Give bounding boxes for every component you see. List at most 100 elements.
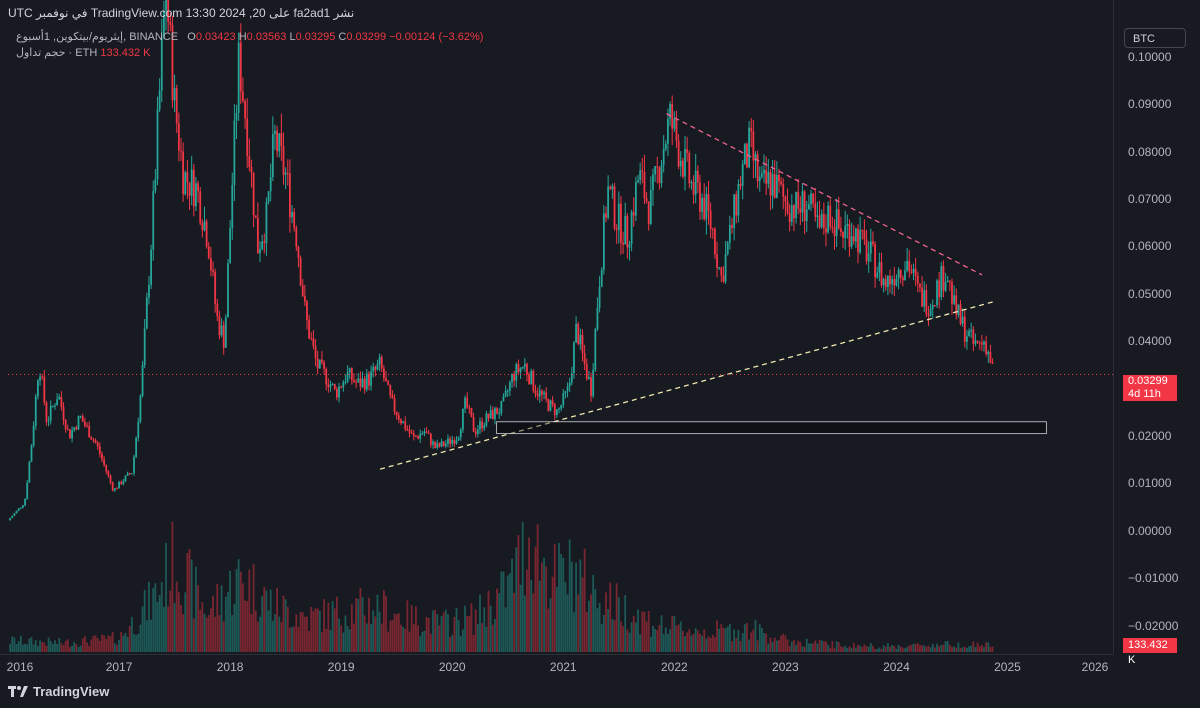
volume-bar — [402, 626, 405, 652]
volume-bar — [9, 643, 12, 652]
volume-bar — [348, 629, 351, 652]
candle-body — [9, 518, 12, 521]
candle-body — [79, 416, 82, 418]
candle-body — [626, 215, 629, 248]
candle-body — [720, 267, 723, 276]
volume-bar — [953, 646, 956, 652]
candle-body — [694, 170, 697, 195]
price-axis[interactable] — [1113, 0, 1114, 654]
volume-bar — [96, 637, 99, 652]
volume-bar — [306, 616, 308, 652]
candle-body — [793, 205, 795, 219]
volume-bar — [581, 577, 584, 652]
volume-bar — [872, 646, 874, 652]
candle-body — [810, 193, 812, 205]
volume-bar — [649, 636, 652, 652]
candle-body — [355, 381, 358, 383]
volume-bar — [321, 632, 323, 652]
volume-bar — [451, 635, 454, 652]
volume-bar — [278, 616, 281, 652]
candle-body — [746, 144, 748, 168]
candle-body — [615, 228, 618, 230]
candle-body — [976, 340, 979, 343]
volume-bar — [741, 633, 744, 652]
tradingview-logo[interactable]: TradingView — [8, 684, 109, 699]
volume-bar — [588, 600, 590, 652]
volume-bar — [303, 616, 306, 652]
candle-body — [209, 257, 212, 271]
candle-body — [98, 446, 101, 454]
volume-bar — [197, 585, 199, 652]
volume-bar — [906, 647, 909, 652]
candle-body — [459, 429, 462, 438]
volume-bar — [274, 614, 276, 652]
volume-bar — [948, 644, 951, 652]
candle-body — [412, 433, 415, 437]
time-tick-label: 2020 — [438, 660, 466, 674]
candle-body — [600, 269, 603, 287]
volume-bar — [11, 636, 14, 652]
volume-bar — [248, 569, 251, 652]
volume-bar — [412, 624, 415, 652]
candle-body — [427, 432, 430, 434]
candle-body — [897, 269, 900, 279]
volume-bar — [432, 610, 434, 652]
candle-body — [607, 186, 610, 218]
volume-bar — [459, 635, 462, 652]
symbol-legend[interactable]: إيثريوم/بيتكوين, 1أسبوع, BINANCE O0.0342… — [16, 30, 483, 45]
candle-body — [686, 149, 689, 153]
candle-body — [711, 229, 714, 231]
volume-bar — [169, 590, 172, 652]
volume-bar — [329, 629, 332, 652]
volume-bar — [886, 643, 889, 652]
volume-bar — [536, 524, 539, 652]
volume-bar — [760, 628, 763, 652]
volume-bar — [812, 643, 815, 652]
candle-body — [611, 186, 614, 190]
candle-body — [199, 191, 202, 224]
volume-bar — [893, 645, 896, 652]
volume-bar — [36, 646, 39, 652]
time-axis[interactable] — [0, 654, 1113, 655]
volume-bar — [748, 639, 750, 652]
candle-body — [938, 280, 941, 297]
volume-bar — [590, 594, 592, 652]
compare-symbol-box[interactable]: BTC — [1124, 28, 1186, 48]
candle-body — [137, 421, 140, 438]
volume-bar — [259, 616, 261, 652]
candle-body — [754, 154, 757, 161]
volume-bar — [528, 537, 531, 652]
volume-bar — [60, 643, 63, 652]
candle-body — [886, 275, 889, 288]
volume-bar — [177, 592, 180, 652]
candle-body — [585, 364, 588, 379]
volume-bar — [494, 618, 496, 652]
volume-legend[interactable]: حجم تداول · ETH 133.432 K — [16, 46, 150, 59]
price-tick-label: 0.06000 — [1128, 239, 1172, 254]
symbol-name[interactable]: إيثريوم/بيتكوين, 1أسبوع, BINANCE — [16, 31, 179, 43]
candle-body — [953, 295, 956, 304]
candle-body — [171, 24, 174, 101]
volume-bar — [203, 613, 206, 652]
volume-bar — [551, 576, 554, 652]
price-tick-label: 0.07000 — [1128, 192, 1172, 207]
volume-bar — [338, 618, 340, 652]
volume-bar — [538, 580, 541, 652]
volume-bar — [66, 639, 69, 652]
candle-body — [353, 380, 355, 382]
volume-bar — [910, 645, 913, 652]
candle-body — [658, 167, 661, 184]
volume-bar — [818, 640, 821, 652]
candle-body — [274, 130, 276, 135]
volume-bar — [111, 632, 114, 652]
volume-bar — [861, 647, 864, 652]
time-tick-label: 2023 — [772, 660, 799, 674]
volume-bar — [923, 645, 926, 652]
candle-body — [880, 262, 883, 286]
volume-bar — [972, 641, 975, 652]
volume-bar — [513, 592, 516, 652]
candle-body — [192, 169, 195, 207]
candle-body — [432, 441, 434, 445]
volume-bar — [647, 611, 650, 652]
